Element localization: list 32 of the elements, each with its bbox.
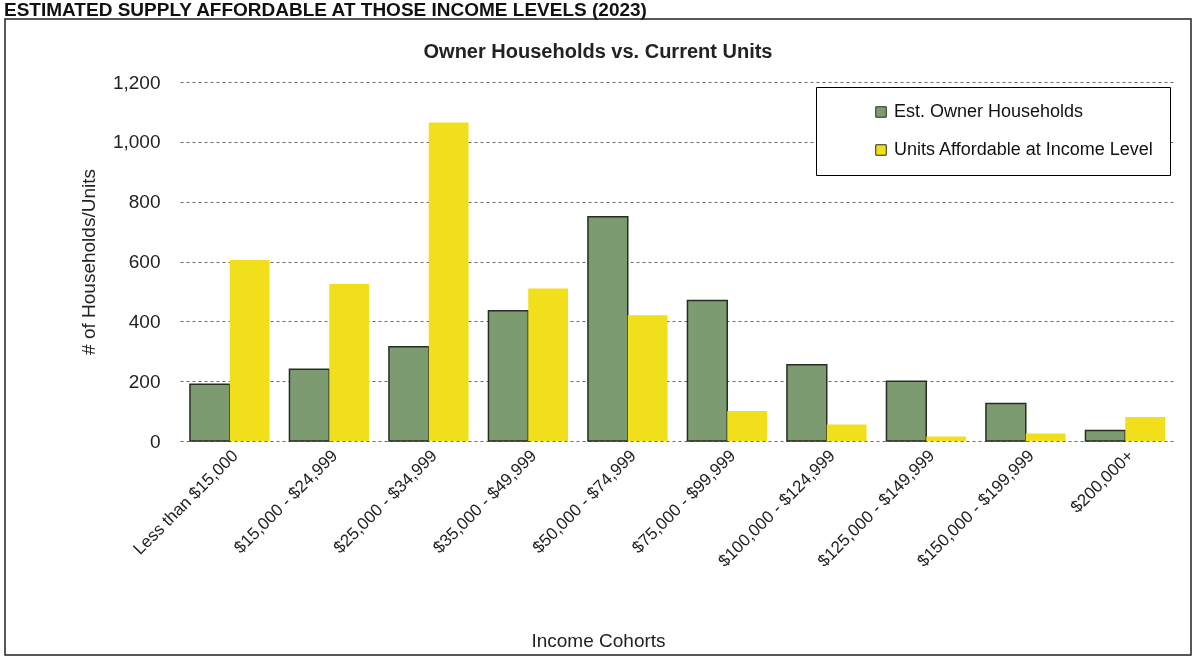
bar [627, 315, 668, 441]
x-axis-title: Income Cohorts [531, 629, 666, 651]
bar [587, 215, 629, 442]
y-tick-label: 800 [128, 191, 161, 213]
bar [388, 346, 430, 442]
bar [1125, 417, 1166, 441]
bar [1084, 429, 1126, 442]
bar [229, 260, 270, 441]
chart-title: Owner Households vs. Current Units [423, 40, 773, 62]
bar [727, 411, 768, 441]
y-tick-label: 1,200 [112, 71, 161, 93]
text: ESTIMATED SUPPLY AFFORDABLE AT THOSE INCOME LEVELS (2023) [4, 0, 647, 20]
legend-label: Units Affordable at Income Level [894, 139, 1153, 159]
bar [288, 368, 330, 442]
bar [528, 288, 569, 441]
bar [885, 380, 927, 442]
y-tick-label: 400 [128, 310, 161, 332]
y-tick-label: 200 [128, 370, 161, 392]
bar [686, 299, 728, 442]
y-tick-label: 0 [149, 430, 161, 452]
bar [985, 402, 1027, 442]
legend-label: Est. Owner Households [894, 101, 1084, 121]
y-axis-title: # of Households/Units [77, 169, 99, 355]
bar [189, 383, 231, 442]
bar [826, 424, 867, 441]
bar [428, 122, 469, 441]
y-tick-label: 1,000 [112, 131, 161, 153]
bar [786, 363, 828, 442]
bar [487, 310, 529, 442]
bar [1025, 433, 1066, 441]
bar [329, 283, 370, 441]
y-tick-label: 600 [128, 251, 161, 272]
